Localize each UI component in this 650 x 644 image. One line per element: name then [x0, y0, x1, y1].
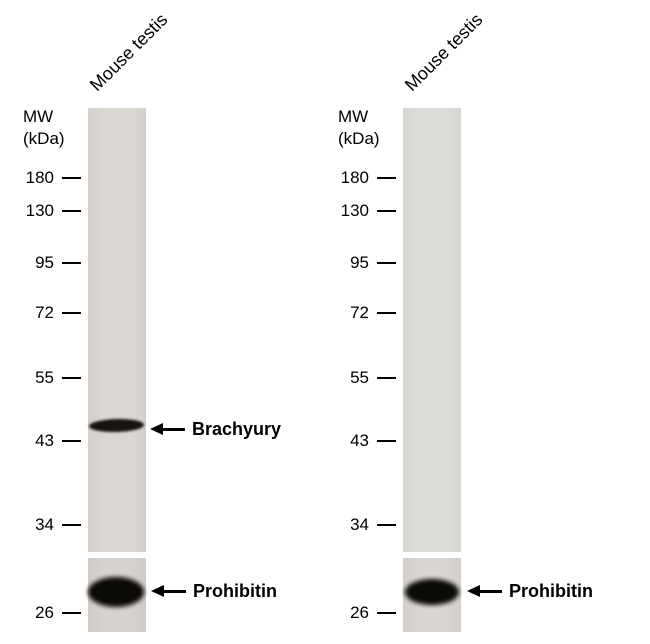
mw-marker-value: 95 [35, 253, 54, 272]
arrow-left-icon [150, 423, 163, 435]
mw-marker-value: 130 [25, 201, 54, 220]
mw-marker-value: 26 [350, 603, 369, 622]
mw-marker-value: 55 [350, 368, 369, 387]
mw-marker-value: 95 [350, 253, 369, 272]
mw-marker-value: 72 [350, 303, 369, 322]
mw-marker-26: 26 [329, 603, 396, 623]
mw-marker-34: 34 [14, 515, 81, 535]
mw-marker-value: 55 [35, 368, 54, 387]
band-annotation-prohibitin: Prohibitin [467, 580, 593, 602]
mw-tick [377, 612, 396, 614]
arrow-shaft [164, 589, 186, 593]
lane-label: Mouse testis [85, 9, 172, 95]
mw-marker-value: 34 [350, 515, 369, 534]
mw-marker-34: 34 [329, 515, 396, 535]
mw-tick [62, 612, 81, 614]
arrow-shaft [163, 427, 185, 431]
mw-tick [377, 377, 396, 379]
arrow-left-icon [467, 585, 480, 597]
blot-strip-loading-control [88, 558, 146, 632]
mw-tick [62, 312, 81, 314]
mw-marker-value: 34 [35, 515, 54, 534]
mw-tick [62, 440, 81, 442]
mw-marker-55: 55 [14, 368, 81, 388]
mw-marker-95: 95 [329, 253, 396, 273]
mw-marker-43: 43 [329, 431, 396, 451]
band-annotation-brachyury: Brachyury [150, 418, 281, 440]
mw-tick [62, 177, 81, 179]
mw-marker-value: 26 [35, 603, 54, 622]
mw-marker-72: 72 [14, 303, 81, 323]
blot-lane-main [403, 108, 461, 552]
mw-marker-180: 180 [329, 168, 396, 188]
arrow-left-icon [151, 585, 164, 597]
band-annotation-prohibitin: Prohibitin [151, 580, 277, 602]
prohibitin-band [405, 579, 459, 605]
prohibitin-band [88, 577, 144, 607]
mw-line1: MW [338, 107, 369, 126]
band-label: Prohibitin [509, 580, 593, 601]
mw-marker-43: 43 [14, 431, 81, 451]
mw-tick [377, 177, 396, 179]
mw-tick [377, 524, 396, 526]
mw-line2: (kDa) [23, 129, 65, 148]
mw-label: MW (kDa) [23, 106, 65, 150]
mw-marker-value: 43 [35, 431, 54, 450]
mw-tick [62, 524, 81, 526]
blot-strip-loading-control [403, 558, 461, 632]
blot-lane-main [88, 108, 146, 552]
mw-marker-95: 95 [14, 253, 81, 273]
band-label: Prohibitin [193, 580, 277, 601]
mw-marker-130: 130 [329, 201, 396, 221]
mw-tick [377, 440, 396, 442]
band-label: Brachyury [192, 418, 282, 439]
mw-label: MW (kDa) [338, 106, 380, 150]
lane-label: Mouse testis [400, 9, 487, 95]
mw-tick [62, 210, 81, 212]
mw-marker-72: 72 [329, 303, 396, 323]
mw-tick [377, 262, 396, 264]
mw-marker-value: 180 [340, 168, 369, 187]
mw-tick [377, 312, 396, 314]
mw-tick [377, 210, 396, 212]
mw-tick [62, 377, 81, 379]
mw-marker-180: 180 [14, 168, 81, 188]
mw-marker-value: 72 [35, 303, 54, 322]
mw-marker-value: 180 [25, 168, 54, 187]
brachyury-band [88, 418, 145, 433]
mw-marker-value: 43 [350, 431, 369, 450]
mw-line2: (kDa) [338, 129, 380, 148]
mw-tick [62, 262, 81, 264]
mw-marker-130: 130 [14, 201, 81, 221]
mw-marker-26: 26 [14, 603, 81, 623]
mw-marker-value: 130 [340, 201, 369, 220]
arrow-shaft [480, 589, 502, 593]
mw-marker-55: 55 [329, 368, 396, 388]
mw-line1: MW [23, 107, 54, 126]
